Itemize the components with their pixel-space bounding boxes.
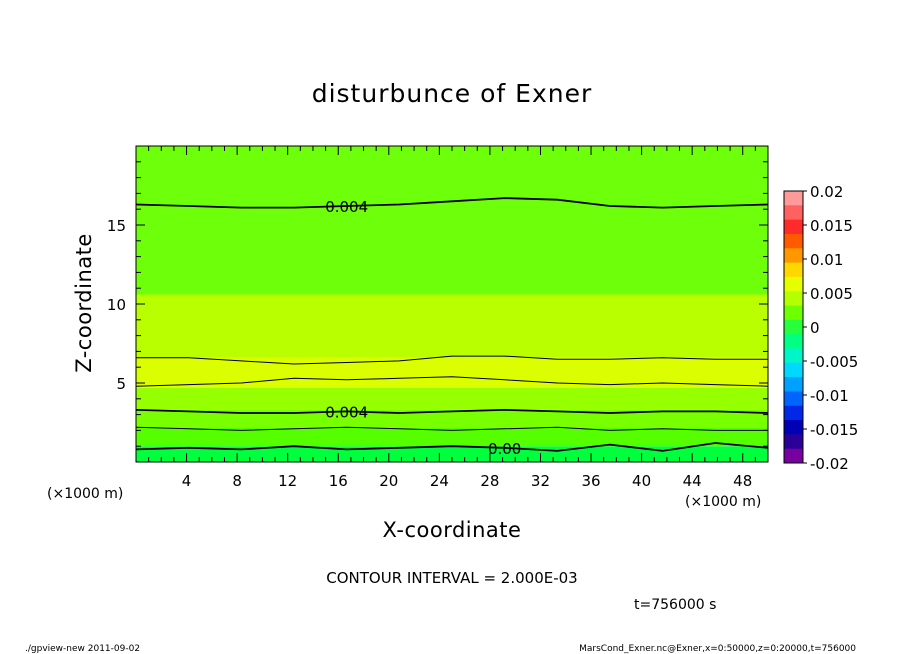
colorbar-swatch	[784, 205, 803, 221]
color-band-3	[136, 387, 768, 410]
x-tick-label: 24	[430, 472, 449, 490]
x-tick-label: 36	[581, 472, 600, 490]
colorbar-swatch	[784, 305, 803, 321]
colorbar-swatch	[784, 362, 803, 378]
color-band-5	[136, 294, 768, 358]
footer-left-label: ./gpview-new 2011-09-02	[25, 644, 140, 654]
x-tick-label: 8	[232, 472, 242, 490]
color-band-0	[136, 446, 768, 462]
contour-interval-label: CONTOUR INTERVAL = 2.000E-03	[326, 569, 577, 587]
x-tick-label: 40	[632, 472, 651, 490]
colorbar: 0.02 0.015 0.01 0.005 0 -0.005 -0.01 -0.015 -0.0…	[783, 183, 858, 473]
colorbar-tick-label: 0.02	[810, 183, 843, 201]
x-unit-left-label: (×1000 m)	[47, 486, 123, 502]
x-axis-title: X-coordinate	[383, 518, 522, 542]
y-axis: 5 10 15	[107, 161, 768, 447]
color-band-6	[136, 146, 768, 295]
chart-title: disturbunce of Exner	[312, 79, 593, 108]
y-tick-label: 10	[107, 296, 126, 314]
colorbar-swatch	[784, 448, 803, 464]
colorbar-tick-label: -0.015	[810, 421, 858, 439]
colorbar-tick-label: -0.02	[810, 455, 849, 473]
colorbar-tick-label: 0.005	[810, 285, 853, 303]
colorbar-swatch	[784, 276, 803, 292]
x-tick-label: 20	[379, 472, 398, 490]
color-band-2	[136, 409, 768, 428]
colorbar-swatch	[784, 334, 803, 349]
contour-line-5	[135, 442, 769, 452]
colorbar-swatch	[784, 391, 803, 407]
contour-line-3	[135, 408, 769, 414]
colorbar-swatch	[784, 377, 803, 392]
contour-line-2	[135, 376, 769, 387]
x-tick-label: 44	[683, 472, 702, 490]
colorbar-swatch	[784, 434, 803, 450]
x-tick-label: 12	[278, 472, 297, 490]
colorbar-tick-label: 0	[810, 319, 820, 337]
x-tick-label: 4	[182, 472, 192, 490]
colorbar-swatch	[784, 420, 803, 435]
colorbar-swatch	[784, 291, 803, 307]
contour-line-1	[136, 355, 768, 365]
colorbar-swatch	[784, 262, 803, 278]
colorbar-tick-label: -0.005	[810, 353, 858, 371]
x-tick-label: 16	[329, 472, 348, 490]
colorbar-swatch	[784, 233, 803, 249]
contour-label-0: 0.004	[325, 198, 368, 216]
contour-layer: 0.004 0.004 0.00	[135, 197, 769, 458]
colorbar-swatch	[784, 348, 803, 364]
contour-line-0	[135, 197, 769, 209]
colorbar-swatch	[784, 405, 803, 421]
x-unit-right-label: (×1000 m)	[685, 494, 761, 510]
x-tick-label: 32	[531, 472, 550, 490]
colorbar-tick-label: -0.01	[810, 387, 849, 405]
footer-right-label: MarsCond_Exner.nc@Exner,x=0:50000,z=0:20…	[579, 644, 856, 654]
y-axis-title: Z-coordinate	[72, 233, 96, 373]
contour-line-4	[135, 426, 768, 431]
colorbar-swatch	[784, 219, 803, 235]
colorbar-tick-label: 0.015	[810, 217, 853, 235]
contour-label-3: 0.004	[325, 403, 368, 421]
y-tick-label: 5	[116, 375, 126, 393]
colorbar-swatch	[784, 248, 803, 264]
y-tick-label: 15	[107, 217, 126, 235]
time-label: t=756000 s	[634, 597, 716, 613]
colorbar-tick-label: 0.01	[810, 251, 843, 269]
color-band-1	[136, 427, 768, 447]
x-tick-label: 28	[480, 472, 499, 490]
plot-area	[136, 146, 768, 462]
contour-label-5: 0.00	[488, 440, 521, 458]
x-axis: 4 8 12 16 20 24 28 32 36 40 44 48	[148, 146, 756, 490]
colorbar-swatch	[784, 319, 803, 335]
colorbar-swatch	[784, 191, 803, 206]
x-tick-label: 48	[733, 472, 752, 490]
